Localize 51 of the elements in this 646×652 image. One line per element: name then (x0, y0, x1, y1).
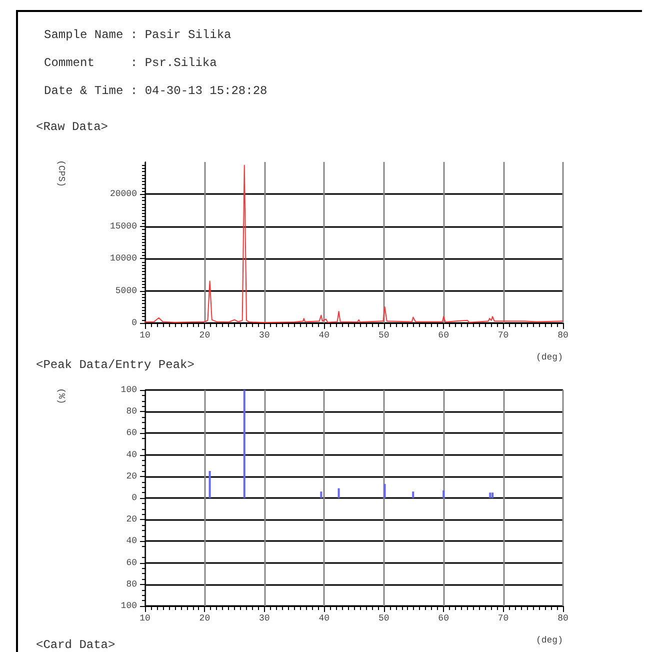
y-tick-label: 15000 (110, 221, 137, 232)
x-tick-label: 30 (259, 614, 270, 624)
text: Date & Time : 04-30-13 15:28:28 (44, 84, 268, 98)
bar (412, 492, 414, 498)
y-tick-label: 80 (126, 406, 137, 417)
y-tick-label: 60 (126, 428, 137, 438)
y-tick-label: 100 (120, 385, 137, 395)
y-tick-label: 20000 (110, 189, 137, 200)
bar (384, 484, 386, 498)
x-tick-label: 40 (318, 614, 330, 624)
x-tick-label: 60 (438, 614, 449, 624)
bar (208, 471, 211, 498)
y-tick-label: 100 (120, 601, 137, 611)
y-tick-label: 10000 (110, 254, 137, 264)
chart-title: <Peak Data/Entry Peak> (36, 358, 194, 372)
y-tick-label: 20 (126, 471, 137, 482)
chart-title: <Raw Data> (36, 120, 108, 134)
y-tick-label: 5000 (115, 286, 137, 296)
x-tick-label: 80 (558, 330, 568, 340)
y-tick-label: 40 (126, 536, 137, 546)
bar (243, 390, 246, 498)
y-tick-label: 60 (126, 558, 137, 568)
text: <Card Data> (36, 638, 116, 652)
y-tick-label: 20 (126, 514, 137, 525)
y-tick-label: 0 (132, 493, 137, 503)
x-tick-label: 40 (318, 330, 330, 340)
x-tick-label: 10 (140, 614, 150, 624)
text: Sample Name : Pasir Silika (44, 28, 232, 42)
x-axis-title: (deg) (536, 636, 563, 646)
x-tick-label: 30 (259, 330, 270, 340)
y-tick-label: 0 (132, 318, 137, 328)
bar (492, 492, 494, 498)
x-tick-label: 50 (378, 330, 390, 340)
x-tick-label: 80 (558, 614, 568, 624)
y-tick-label: 80 (126, 579, 137, 590)
y-axis-title: (CPS) (56, 160, 66, 188)
y-axis-title: (%) (56, 388, 66, 404)
bar (489, 492, 492, 498)
x-tick-label: 70 (498, 330, 509, 340)
y-tick-label: 40 (126, 450, 137, 460)
text: Comment : Psr.Silika (44, 56, 217, 70)
bar (442, 490, 445, 498)
x-tick-label: 20 (199, 614, 210, 624)
x-tick-label: 10 (140, 330, 150, 340)
x-axis-title: (deg) (536, 352, 563, 362)
x-tick-label: 20 (199, 330, 210, 340)
x-tick-label: 60 (438, 330, 449, 340)
x-tick-label: 70 (498, 614, 509, 624)
bar (338, 488, 340, 498)
bar (320, 492, 322, 498)
x-tick-label: 50 (378, 614, 390, 624)
